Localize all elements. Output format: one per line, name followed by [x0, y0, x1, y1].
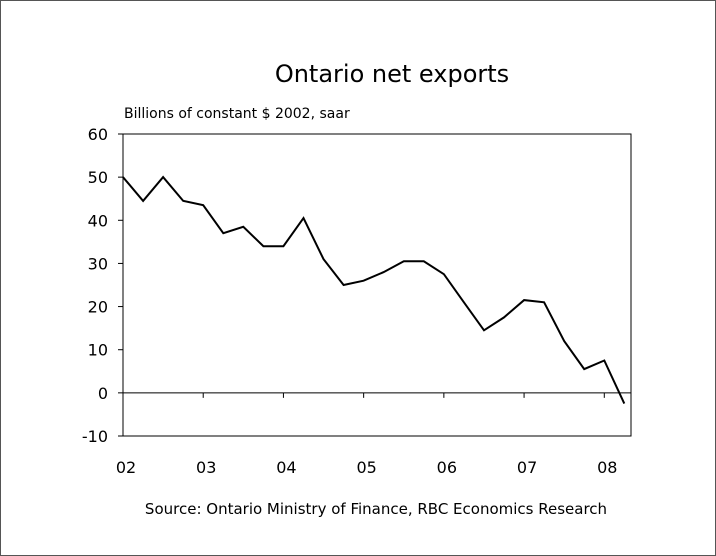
y-tick-label: 50 — [88, 168, 108, 187]
chart-title: Ontario net exports — [275, 60, 509, 88]
y-tick-label: 60 — [88, 125, 108, 144]
y-axis-label: Billions of constant $ 2002, saar — [124, 106, 350, 122]
y-tick-label: 0 — [98, 384, 108, 403]
net-exports-line — [122, 175, 626, 405]
y-tick-label: 20 — [88, 298, 108, 317]
y-tick-label: 30 — [88, 254, 108, 273]
plot-area — [122, 133, 632, 437]
x-tick-label: 07 — [517, 458, 537, 477]
y-tick-label: 40 — [88, 211, 108, 230]
x-tick-label: 02 — [116, 458, 136, 477]
x-ticks: 02 03 04 05 06 07 08 — [116, 392, 617, 477]
y-tick-label: -10 — [82, 427, 108, 446]
x-tick-label: 08 — [597, 458, 617, 477]
source-note: Source: Ontario Ministry of Finance, RBC… — [145, 500, 607, 518]
x-tick-label: 05 — [356, 458, 376, 477]
x-tick-label: 03 — [196, 458, 216, 477]
y-tick-label: 10 — [88, 341, 108, 360]
y-ticks: -10 0 10 20 30 40 50 60 — [82, 125, 123, 446]
x-tick-label: 06 — [437, 458, 457, 477]
x-tick-label: 04 — [276, 458, 296, 477]
